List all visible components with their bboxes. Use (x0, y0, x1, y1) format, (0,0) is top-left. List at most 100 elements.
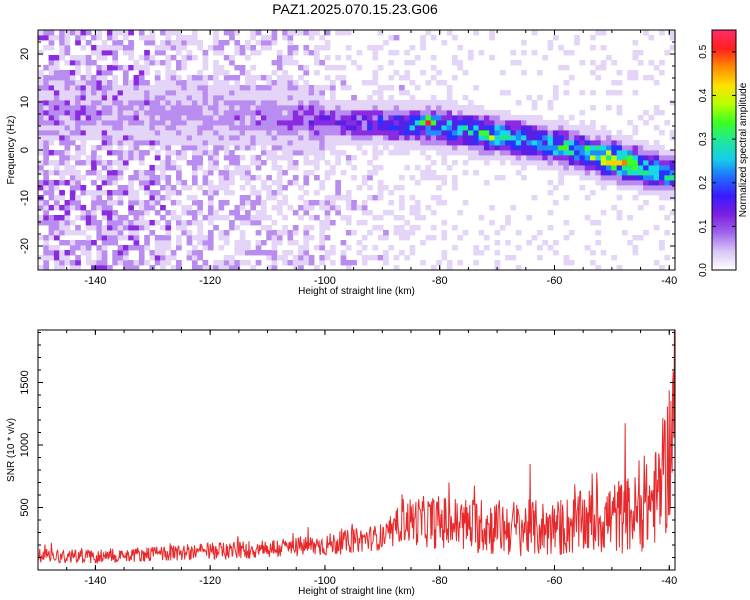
spectrogram-cell (420, 40, 426, 46)
spectrogram-cell (335, 195, 341, 201)
spectrogram-cell (64, 85, 71, 91)
spectrogram-cell (218, 245, 225, 251)
spectrogram-cell (53, 135, 60, 141)
spectrogram-cell (664, 50, 671, 56)
spectrogram-cell (568, 115, 575, 121)
spectrogram-cell (133, 225, 140, 231)
spectrogram-cell (584, 135, 591, 141)
spectrogram-cell (393, 225, 400, 231)
spectrogram-cell (266, 250, 272, 256)
spectrogram-cell (600, 150, 607, 156)
spectrogram-cell (64, 120, 71, 126)
spectrogram-cell (531, 155, 538, 161)
spectrogram-cell (404, 120, 410, 126)
spectrogram-cell (138, 180, 145, 186)
spectrogram-cell (436, 80, 442, 86)
spectrogram-cell (430, 160, 437, 166)
spectrogram-cell (202, 135, 209, 141)
spectrogram-cell (186, 95, 193, 101)
spectrogram-cell (128, 85, 134, 91)
spectrogram-cell (197, 80, 203, 86)
spectrogram-cell (632, 40, 639, 46)
spectrogram-cell (53, 130, 60, 136)
spectrogram-cell (255, 175, 262, 181)
spectrogram-cell (526, 155, 533, 161)
spectrogram-cell (48, 245, 55, 251)
spectrogram-cell (48, 195, 55, 201)
spectrogram-cell (191, 165, 198, 171)
spectrogram-cell (223, 70, 230, 76)
spectrogram-cell (64, 230, 71, 236)
spectrogram-cell (96, 75, 103, 81)
spectrogram-cell (547, 105, 554, 111)
spectrogram-cell (69, 260, 76, 266)
spectrogram-cell (319, 225, 326, 231)
spectrogram-cell (154, 95, 161, 101)
spectrogram-cell (494, 150, 501, 156)
spectrogram-cell (393, 255, 400, 261)
spectrogram-cell (526, 120, 533, 126)
spectrogram-cell (287, 120, 294, 126)
spectrogram-cell (250, 205, 257, 211)
spectrogram-cell (64, 35, 71, 41)
spectrogram-cell (605, 155, 612, 161)
spectrogram-cell (176, 220, 182, 226)
spectrogram-cell (255, 90, 262, 96)
spectrogram-cell (584, 165, 591, 171)
spectrogram-cell (91, 190, 97, 196)
spectrogram-cell (234, 90, 241, 96)
spectrogram-cell (107, 225, 113, 231)
spectrogram-cell (112, 85, 119, 91)
spectrogram-cell (595, 130, 602, 136)
spectrogram-cell (303, 235, 310, 241)
spectrogram-cell (377, 180, 384, 186)
spectrogram-cell (361, 80, 368, 86)
spectrogram-cell (393, 145, 400, 151)
spectrogram-cell (430, 195, 437, 201)
spectrogram-cell (229, 100, 235, 106)
spectrogram-cell (436, 150, 442, 156)
spectrogram-cell (75, 55, 81, 61)
spectrogram-cell (107, 30, 113, 36)
spectrogram-cell (207, 140, 214, 146)
spectrogram-cell (181, 210, 188, 216)
spectrogram-cell (154, 240, 161, 246)
spectrogram-cell (234, 105, 241, 111)
spectrogram-cell (234, 110, 241, 116)
spectrogram-cell (186, 100, 193, 106)
spectrogram-cell (590, 155, 596, 161)
spectrogram-cell (579, 135, 586, 141)
spectrogram-cell (202, 110, 209, 116)
spectrogram-cell (133, 265, 140, 271)
spectrogram-cell (292, 150, 299, 156)
spectrogram-cell (271, 160, 278, 166)
spectrogram-cell (292, 60, 299, 66)
spectrogram-cell (170, 55, 177, 61)
spectrogram-cell (271, 155, 278, 161)
spectrogram-cell (414, 225, 421, 231)
spectrogram-cell (154, 150, 161, 156)
spectrogram-cell (568, 165, 575, 171)
spectrogram-cell (133, 245, 140, 251)
spectrogram-cell (101, 115, 108, 121)
spectrogram-cell (510, 255, 517, 261)
spectrogram-cell (245, 90, 251, 96)
spectrogram-cell (186, 105, 193, 111)
spectrogram-cell (64, 225, 71, 231)
spectrogram-cell (38, 100, 44, 106)
spectrogram-cell (276, 100, 283, 106)
spectrogram-cell (53, 185, 60, 191)
spectrogram-cell (669, 45, 676, 51)
spectrogram-cell (107, 70, 113, 76)
spectrogram-cell (59, 50, 65, 56)
spectrogram-cell (314, 105, 320, 111)
spectrogram-cell (181, 130, 188, 136)
spectrogram-cell (303, 255, 310, 261)
spectrogram-cell (420, 130, 426, 136)
spectrogram-cell (133, 200, 140, 206)
spectrogram-cell (659, 155, 665, 161)
spectrogram-cell (245, 70, 251, 76)
spectrogram-cell (43, 265, 50, 271)
spectrogram-cell (287, 100, 294, 106)
spectrogram-cell (298, 150, 304, 156)
